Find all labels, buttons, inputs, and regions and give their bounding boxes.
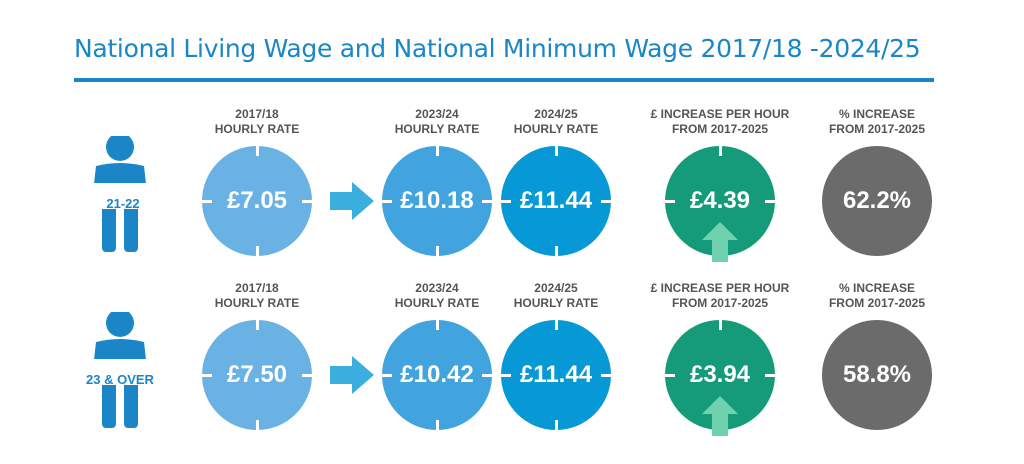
header-2024: 2024/25 HOURLY RATE — [513, 107, 599, 136]
header-2023: 2023/24 HOURLY RATE — [394, 107, 480, 136]
rate-2023-circle: £10.18 — [382, 146, 492, 256]
rate-2023-value: £10.18 — [400, 187, 474, 214]
header-2024: 2024/25 HOURLY RATE — [513, 281, 599, 310]
header-increase: £ INCREASE PER HOUR FROM 2017-2025 — [650, 281, 790, 310]
page-title: National Living Wage and National Minimu… — [74, 34, 921, 63]
up-arrow-icon — [702, 396, 738, 436]
increase-value: £3.94 — [689, 361, 751, 388]
rate-2024-value: £11.44 — [519, 361, 593, 388]
increase-value: £4.39 — [689, 187, 751, 214]
rate-2024-value: £11.44 — [519, 187, 593, 214]
rate-2017-value: £7.05 — [226, 187, 288, 214]
rate-2017-circle: £7.05 — [202, 146, 312, 256]
header-2017: 2017/18 HOURLY RATE — [214, 107, 300, 136]
header-2023: 2023/24 HOURLY RATE — [394, 281, 480, 310]
right-arrow-icon — [330, 182, 374, 220]
percent-circle: 58.8% — [822, 320, 932, 430]
percent-value: 58.8% — [842, 361, 912, 388]
rate-2023-value: £10.42 — [400, 361, 474, 388]
rate-2024-circle: £11.44 — [501, 146, 611, 256]
rate-2024-circle: £11.44 — [501, 320, 611, 430]
header-2017: 2017/18 HOURLY RATE — [214, 281, 300, 310]
wage-row-21-22: 21-22 2017/18 HOURLY RATE 2023/24 HOURLY… — [0, 96, 1024, 276]
title-divider — [74, 78, 934, 82]
rate-2017-value: £7.50 — [226, 361, 288, 388]
percent-circle: 62.2% — [822, 146, 932, 256]
header-increase: £ INCREASE PER HOUR FROM 2017-2025 — [650, 107, 790, 136]
header-percent: % INCREASE FROM 2017-2025 — [828, 281, 926, 310]
age-group-label: 23 & OVER — [86, 372, 154, 387]
right-arrow-icon — [330, 356, 374, 394]
rate-2017-circle: £7.50 — [202, 320, 312, 430]
person-icon: 21-22 — [74, 136, 172, 256]
wage-row-23-over: 23 & OVER 2017/18 HOURLY RATE 2023/24 HO… — [0, 270, 1024, 450]
person-icon: 23 & OVER — [74, 312, 172, 432]
percent-value: 62.2% — [842, 187, 912, 214]
up-arrow-icon — [702, 222, 738, 262]
header-percent: % INCREASE FROM 2017-2025 — [828, 107, 926, 136]
rate-2023-circle: £10.42 — [382, 320, 492, 430]
age-group-label: 21-22 — [106, 196, 140, 211]
